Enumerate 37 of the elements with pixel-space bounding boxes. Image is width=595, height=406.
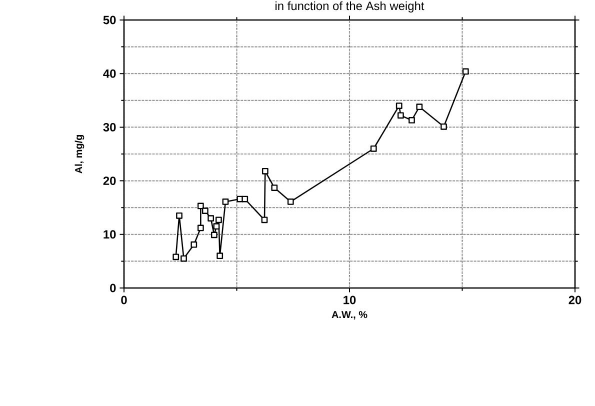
- point: [408, 117, 415, 124]
- x-tick-label: 20: [568, 296, 582, 304]
- y-tick-label: 50: [103, 16, 116, 24]
- x-tick-label: 0: [121, 296, 127, 304]
- point: [440, 123, 447, 130]
- point: [222, 198, 229, 205]
- point: [180, 255, 187, 262]
- point: [197, 224, 204, 232]
- point: [172, 254, 180, 260]
- point: [396, 102, 402, 109]
- y-axis-title: Al, mg/g: [74, 135, 84, 174]
- point: [261, 216, 268, 224]
- y-tick-label: 0: [110, 284, 116, 292]
- point: [370, 145, 377, 152]
- point: [398, 112, 404, 119]
- point: [211, 232, 218, 238]
- point: [216, 252, 224, 260]
- point: [213, 223, 220, 230]
- point: [462, 68, 469, 75]
- y-tick-label: 20: [103, 176, 116, 186]
- y-tick-label: 10: [104, 230, 116, 239]
- point: [271, 184, 278, 191]
- point: [242, 196, 248, 202]
- x-axis-title: A.W., %: [332, 311, 368, 320]
- y-tick-label: 30: [103, 122, 116, 132]
- point: [416, 104, 423, 110]
- point: [216, 216, 222, 224]
- point: [176, 212, 182, 219]
- chart-title: in function of the Ash weight: [276, 1, 424, 12]
- point: [208, 215, 214, 222]
- y-tick-label: 40: [103, 69, 116, 78]
- point: [197, 202, 204, 210]
- point: [202, 208, 208, 214]
- point: [190, 241, 198, 248]
- point: [287, 198, 294, 205]
- x-tick-label: 10: [344, 296, 356, 304]
- point: [262, 168, 268, 174]
